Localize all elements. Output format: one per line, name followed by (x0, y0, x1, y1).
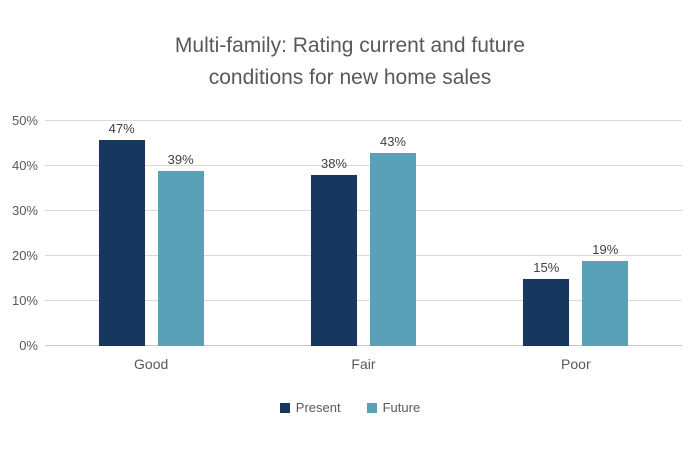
bar-future-poor (582, 260, 629, 346)
chart-title: Multi-family: Rating current and future … (0, 30, 700, 94)
bar-wrap-future: 43% (369, 121, 416, 346)
category-label-poor: Poor (561, 356, 591, 372)
gridline (45, 165, 682, 166)
y-tick-label: 20% (11, 248, 38, 263)
category-label-good: Good (134, 356, 169, 372)
category-label-fair: Fair (351, 356, 376, 372)
data-label: 39% (167, 151, 194, 167)
chart-title-line1: Multi-family: Rating current and future (174, 34, 526, 57)
plot-area: 47% 39% 38% 43% 15% 19% (45, 120, 682, 346)
y-tick-label: 10% (11, 293, 38, 308)
bar-wrap-present: 47% (98, 121, 145, 346)
data-label: 19% (592, 241, 619, 257)
bar-wrap-future: 19% (582, 121, 629, 346)
legend-item-future: Future (366, 400, 421, 415)
legend-label: Present (295, 400, 341, 415)
y-tick-label: 50% (11, 113, 38, 128)
legend-item-present: Present (279, 400, 341, 415)
bar-group-fair: 38% 43% (257, 121, 469, 346)
gridline (45, 210, 682, 211)
bar-present-poor (523, 278, 570, 346)
data-label: 15% (533, 259, 560, 275)
gridline (45, 255, 682, 256)
legend-label: Future (382, 400, 421, 415)
y-tick-label: 0% (19, 338, 38, 353)
gridline (45, 120, 682, 121)
bar-present-good (98, 140, 145, 346)
y-axis-labels: 0% 10% 20% 30% 40% 50% (0, 113, 38, 353)
bar-future-good (157, 170, 204, 346)
bar-group-good: 47% 39% (45, 121, 257, 346)
y-tick-label: 30% (11, 203, 38, 218)
data-label: 43% (379, 133, 406, 149)
bar-group-poor: 15% 19% (470, 121, 682, 346)
chart-title-line2: conditions for new home sales (208, 66, 492, 89)
data-label: 47% (108, 121, 135, 136)
bar-future-fair (369, 152, 416, 346)
bar-wrap-future: 39% (157, 121, 204, 346)
legend-swatch-icon (279, 402, 290, 413)
legend: Present Future (0, 400, 700, 415)
bar-present-fair (310, 175, 357, 346)
data-label: 38% (320, 156, 347, 171)
bar-groups: 47% 39% 38% 43% 15% 19% (45, 121, 682, 346)
bar-wrap-present: 15% (523, 121, 570, 346)
gridline (45, 300, 682, 301)
gridlines (45, 120, 682, 346)
y-tick-label: 40% (11, 158, 38, 173)
category-labels: Good Fair Poor (45, 356, 682, 372)
bar-wrap-present: 38% (310, 121, 357, 346)
legend-swatch-icon (366, 402, 377, 413)
gridline (45, 345, 682, 346)
